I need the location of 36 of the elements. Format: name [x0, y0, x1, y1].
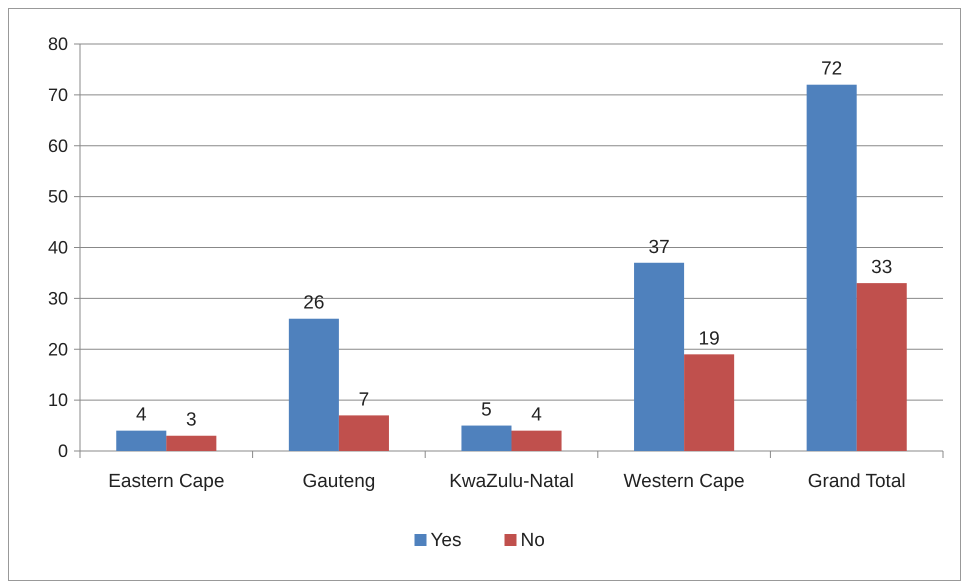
data-label: 19 [698, 328, 720, 350]
bar [806, 84, 857, 451]
data-label: 5 [481, 400, 492, 421]
bar [634, 262, 684, 451]
bar [512, 430, 562, 451]
x-tick-label: Gauteng [302, 471, 376, 492]
bar [856, 283, 907, 451]
data-label: 4 [136, 404, 147, 426]
bar [338, 415, 389, 451]
y-tick-label: 60 [48, 136, 68, 156]
x-tick-label: Western Cape [624, 471, 745, 492]
y-tick-label: 20 [48, 339, 68, 360]
data-label: 26 [303, 292, 324, 314]
y-tick-label: 80 [48, 34, 68, 54]
bar [288, 318, 339, 451]
bar [461, 426, 512, 451]
y-tick-label: 40 [48, 238, 68, 258]
bar [116, 430, 166, 451]
data-label: 37 [648, 236, 670, 258]
y-tick-label: 30 [48, 288, 68, 308]
data-label: 72 [821, 58, 842, 80]
legend-label: Yes [430, 530, 462, 551]
data-label: 33 [871, 257, 892, 278]
x-tick-label: Eastern Cape [108, 471, 224, 492]
y-tick-label: 70 [48, 84, 68, 105]
data-label: 3 [186, 410, 197, 431]
bar [684, 354, 734, 451]
data-label: 7 [358, 389, 370, 410]
legend-label: No [520, 530, 545, 551]
x-tick-label: KwaZulu-Natal [449, 471, 574, 492]
bar [166, 436, 216, 451]
y-tick-label: 10 [48, 390, 68, 410]
y-tick-label: 50 [48, 186, 68, 207]
y-tick-label: 0 [58, 441, 68, 461]
x-tick-label: Grand Total [808, 471, 906, 492]
data-label: 4 [531, 404, 542, 426]
